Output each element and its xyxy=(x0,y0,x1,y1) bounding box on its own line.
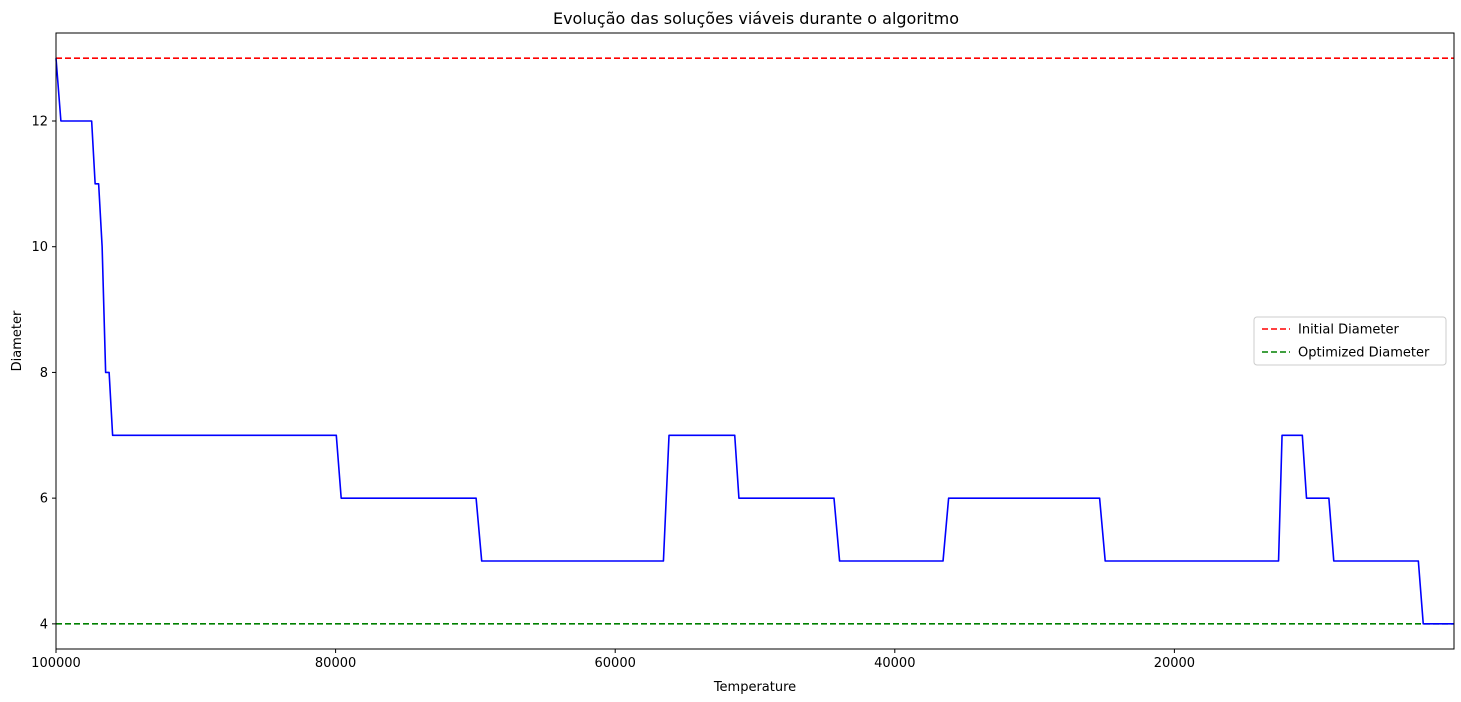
plot-frame xyxy=(55,32,1455,650)
y-axis-label: Diameter xyxy=(10,310,25,371)
x-tick-label-1: 80000 xyxy=(315,656,356,671)
y-tick-label-1: 6 xyxy=(40,492,48,507)
x-axis: 100000 80000 60000 40000 20000 xyxy=(31,649,1195,671)
reference-lines xyxy=(56,57,1454,625)
y-tick-label-2: 8 xyxy=(40,366,48,381)
chart-title: Evolução das soluções viáveis durante o … xyxy=(553,9,959,28)
legend-label-0: Initial Diameter xyxy=(1298,323,1399,338)
legend-box xyxy=(1253,316,1447,366)
x-tick-label-0: 100000 xyxy=(31,656,81,671)
y-axis: 4 6 8 10 12 xyxy=(31,115,56,632)
y-tick-label-4: 12 xyxy=(31,115,48,130)
series-layer xyxy=(55,58,1454,625)
x-tick-label-3: 40000 xyxy=(874,656,915,671)
legend: Initial Diameter Optimized Diameter xyxy=(1253,316,1447,366)
series-line-0 xyxy=(55,58,1454,625)
x-tick-label-2: 60000 xyxy=(595,656,636,671)
y-tick-label-3: 10 xyxy=(31,240,48,255)
x-tick-label-4: 20000 xyxy=(1154,656,1195,671)
legend-label-1: Optimized Diameter xyxy=(1298,346,1430,361)
y-tick-label-0: 4 xyxy=(40,617,48,632)
x-axis-label: Temperature xyxy=(713,680,796,695)
